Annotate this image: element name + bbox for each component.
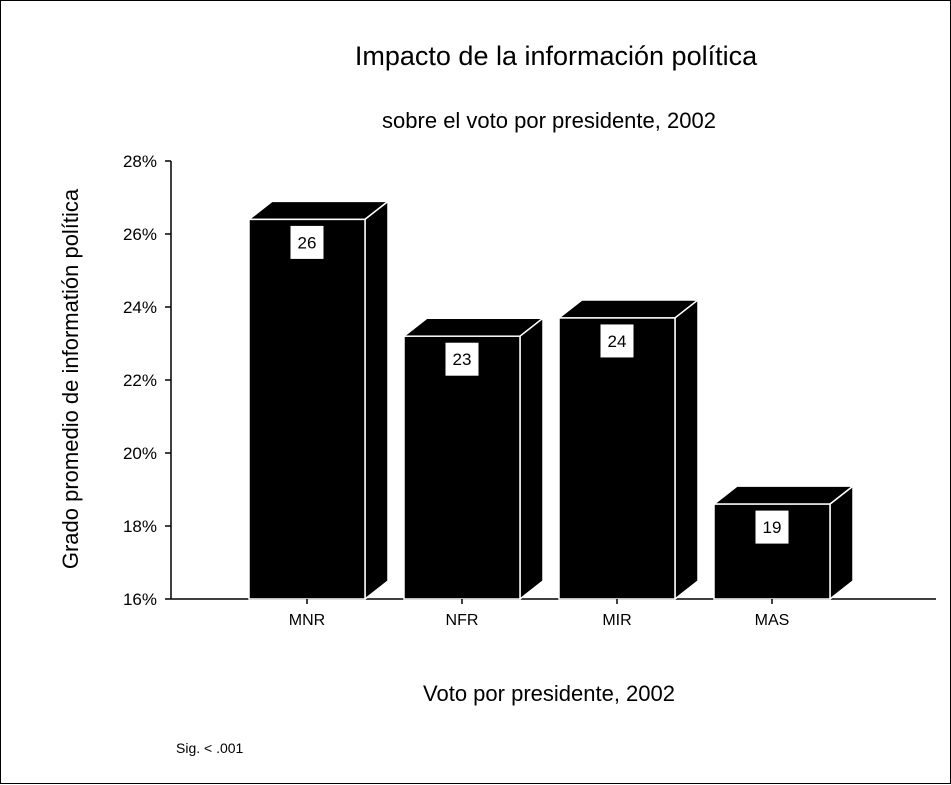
bar-mnr: 26 (248, 200, 389, 600)
bar-front-face (248, 218, 366, 600)
bar-nfr: 23 (403, 317, 544, 600)
y-tick-label: 24% (123, 298, 157, 317)
data-label: 23 (453, 350, 472, 369)
bar-front-face (403, 335, 521, 600)
data-label: 26 (298, 233, 317, 252)
bar-top-face (248, 200, 389, 221)
bar-side-face (674, 299, 699, 600)
data-label-box (599, 323, 635, 359)
bar-side-face (364, 200, 389, 600)
bar-top-face (713, 485, 854, 505)
bar-side-face (829, 485, 854, 600)
x-tick-label: MIR (602, 612, 631, 629)
x-tick-label: NFR (446, 612, 479, 629)
y-tick-label: 18% (123, 517, 157, 536)
data-label-box (754, 509, 790, 545)
y-axis-title: Grado promedio de informatión política (58, 188, 83, 569)
significance-note: Sig. < .001 (176, 740, 244, 756)
y-tick-label: 16% (123, 590, 157, 609)
data-label-box (289, 224, 325, 260)
data-label-box (444, 341, 480, 377)
bar-mir: 24 (558, 299, 699, 600)
x-tick-label: MNR (289, 612, 325, 629)
y-tick-label: 26% (123, 225, 157, 244)
y-tick-label: 28% (123, 152, 157, 171)
chart-title: Impacto de la información política (355, 41, 758, 71)
y-tick-label: 20% (123, 444, 157, 463)
bar-front-face (558, 317, 676, 600)
data-label: 24 (608, 332, 627, 351)
bar-top-face (403, 317, 544, 337)
x-tick-label: MAS (755, 612, 790, 629)
x-axis-title: Voto por presidente, 2002 (423, 681, 675, 706)
chart-subtitle: sobre el voto por presidente, 2002 (382, 108, 716, 133)
bar-mas: 19 (713, 485, 854, 600)
bar-top-face (558, 299, 699, 319)
bar-side-face (519, 317, 544, 600)
y-tick-label: 22% (123, 371, 157, 390)
data-label: 19 (763, 518, 782, 537)
